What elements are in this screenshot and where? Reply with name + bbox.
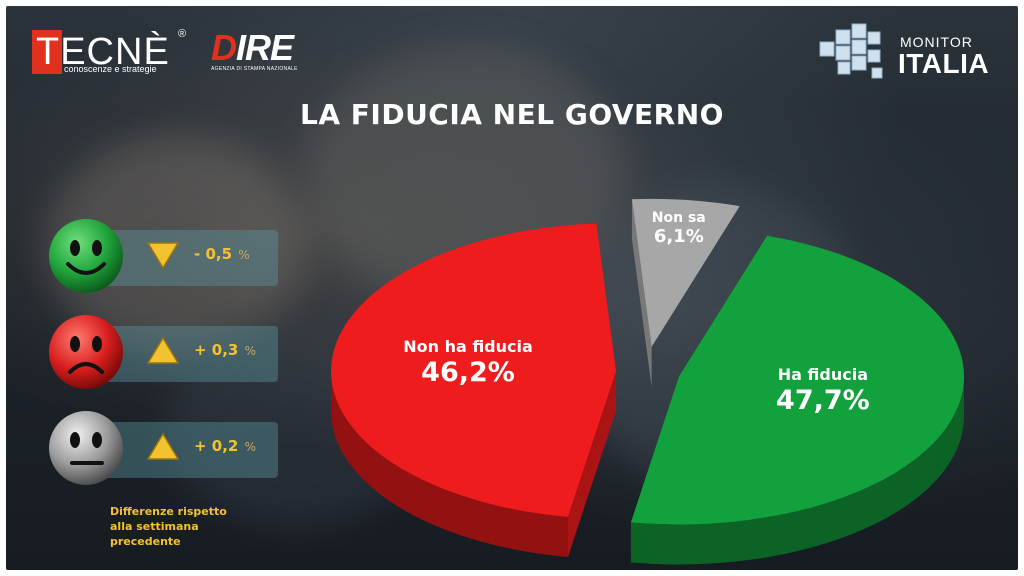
change-row-non-sa: + 0,2 % (46, 408, 282, 486)
slice-label-non-ha-fiducia: Non ha fiducia 46,2% (378, 337, 558, 390)
change-unit: % (244, 344, 257, 358)
monitor-italia-logo: MONITOR ITALIA (816, 20, 1016, 90)
slice-label-name: Ha fiducia (777, 364, 868, 384)
pie-slice-side (331, 371, 568, 558)
tecne-logo-mark (32, 30, 62, 74)
neutral-face-icon (49, 411, 123, 485)
change-amount: + 0,3 (194, 341, 239, 359)
dire-tagline: AGENZIA DI STAMPA NAZIONALE (211, 66, 298, 72)
change-value: - 0,5 % (194, 245, 250, 263)
pie-slice-top (631, 198, 740, 347)
monitor-logo-bottom: ITALIA (898, 48, 990, 79)
pie-slice-cut-face (567, 371, 617, 558)
page-title: LA FIDUCIA NEL GOVERNO (300, 98, 724, 131)
cubes-icon (819, 23, 883, 79)
change-panel (104, 326, 278, 382)
pie-slice-top (630, 235, 965, 525)
pie-slice-non-sa (631, 198, 740, 387)
slice-label-name: Non sa (651, 210, 706, 227)
sad-face-icon (49, 315, 123, 389)
tecne-tagline: conoscenze e strategie (64, 64, 157, 74)
monitor-logo-top: MONITOR (900, 34, 973, 50)
slice-label-non-sa: Non sa 6,1% (589, 210, 769, 248)
dire-logo-word: DIRE (211, 27, 294, 68)
tecne-logo-word: TECNÈ (36, 31, 170, 73)
slice-label-value: 47,7% (776, 384, 870, 416)
slice-label-value: 46,2% (421, 357, 515, 389)
change-unit: % (238, 248, 250, 262)
change-value: + 0,2 % (194, 437, 256, 455)
up-triangle-icon (146, 336, 180, 364)
changes-note: Differenze rispetto alla settimana prece… (110, 505, 227, 548)
change-value: + 0,3 % (194, 341, 256, 359)
change-panel (104, 230, 278, 286)
up-triangle-icon (146, 432, 180, 460)
pie-slice-ha-fiducia (630, 235, 965, 565)
dire-logo-letter: D (211, 27, 237, 68)
pie-slice-side (630, 376, 965, 565)
slice-label-value: 6,1% (653, 226, 704, 248)
change-amount: + 0,2 (194, 437, 239, 455)
slice-label-name: Non ha fiducia (403, 337, 533, 357)
change-amount: - 0,5 (194, 245, 233, 263)
change-row-non-ha-fiducia: + 0,3 % (46, 312, 282, 390)
happy-face-icon (49, 219, 123, 293)
down-triangle-icon (146, 242, 180, 270)
pie-slice-non-ha-fiducia (331, 223, 617, 558)
slice-label-ha-fiducia: Ha fiducia 47,7% (733, 365, 913, 418)
change-panel (104, 422, 278, 478)
change-row-ha-fiducia: - 0,5 % (46, 216, 282, 294)
dire-logo-letters: IRE (236, 27, 294, 68)
dire-logo: DIRE AGENZIA DI STAMPA NAZIONALE (211, 28, 301, 76)
change-unit: % (244, 440, 257, 454)
slide-frame: TECNÈ ® conoscenze e strategie DIRE AGEN… (6, 6, 1018, 570)
tecne-registered-mark: ® (178, 28, 187, 40)
pie-slice-top (331, 223, 617, 518)
pie-slice-cut-face (631, 199, 652, 387)
pie-chart (331, 198, 965, 565)
